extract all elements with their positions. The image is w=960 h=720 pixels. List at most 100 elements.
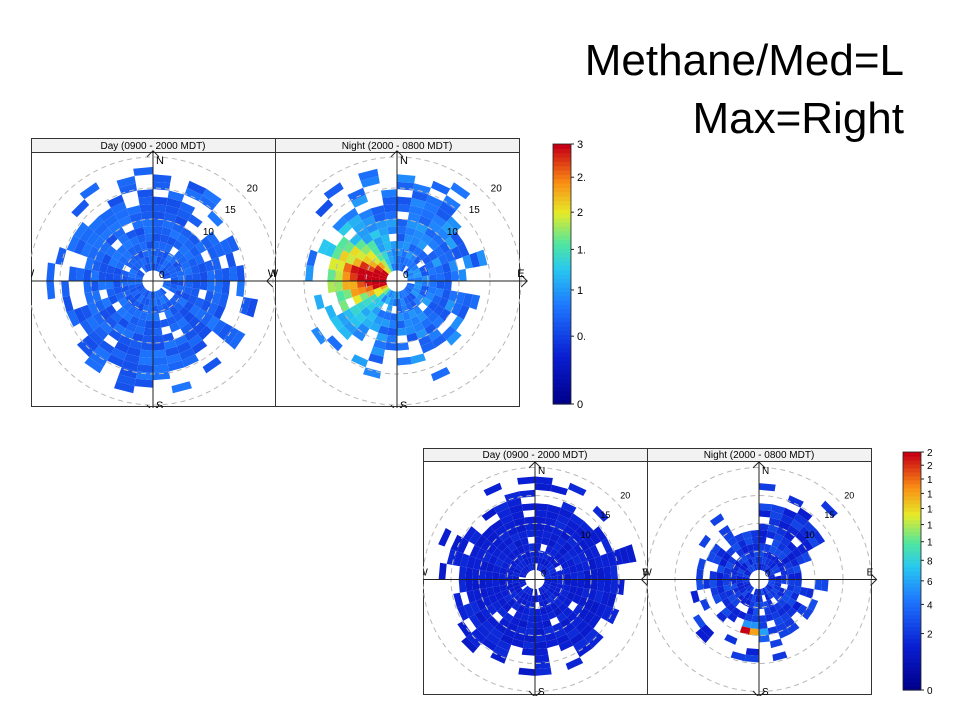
polar-cell [338,249,350,263]
colorbar-swatch [903,555,921,560]
polar-cell [400,297,406,306]
compass-label-n: N [156,155,164,167]
polar-cell [136,294,144,303]
panel-title: Day (0900 - 2000 MDT) [482,450,587,461]
polar-cell [569,632,585,646]
polar-cell [476,249,488,267]
polar-cell [721,597,732,608]
polar-cell [563,622,576,634]
polar-cell [744,599,752,608]
polar-cell [380,284,388,290]
polar-cell [450,315,464,331]
polar-cell [802,551,812,563]
polar-cell [450,534,464,552]
polar-cell [141,265,148,273]
polar-cell [153,371,171,381]
polar-cell [187,294,198,305]
polar-cell [506,526,518,537]
polar-cell [431,214,447,228]
polar-cell [529,588,534,596]
polar-cell [485,632,501,646]
polar-cell [373,212,387,223]
polar-cell [535,634,546,643]
polar-cell [79,226,94,243]
arrow-s [752,690,766,696]
polar-cell [610,579,618,594]
polar-cell [543,559,550,568]
polar-cell [453,551,464,567]
polar-cell [136,259,144,268]
polar-cell [153,327,163,336]
polar-cell [129,236,140,247]
polar-cell [541,567,548,574]
polar-cell [62,295,74,313]
polar-cell [802,539,814,552]
polar-cell [540,607,548,616]
polar-cell [194,253,205,265]
colorbar-swatch [903,547,921,552]
polar-cell [379,281,387,285]
polar-cell [788,579,796,586]
polar-cell [213,304,226,320]
polar-cell [89,351,108,367]
polar-cell [313,294,325,310]
polar-cell [345,253,356,265]
polar-cell [610,565,618,580]
polar-cell [453,592,464,608]
polar-cell [418,289,428,298]
polar-cell [354,238,367,251]
colorbar-swatch [903,539,921,544]
title-line-1: Methane/Med=L [584,36,904,85]
colorbar-swatch [903,626,921,632]
polar-cell [767,571,775,577]
polar-cell [554,520,567,531]
polar-cell [424,323,438,335]
polar-cell [370,346,385,357]
polar-cell [436,272,445,281]
polar-cell [135,282,144,288]
polar-cell [153,174,172,184]
polar-cell [543,571,551,577]
polar-cell [165,205,180,216]
arrow-w [266,274,274,288]
polar-cell [486,562,495,572]
polar-cell [118,255,128,265]
polar-cell [218,293,229,308]
polar-cell [552,526,564,537]
polar-cell [485,579,493,589]
polar-cell [343,308,355,322]
polar-cell [356,281,365,288]
polar-cell [90,281,99,292]
polar-cell [135,277,143,281]
polar-cell [476,624,491,638]
polar-cell [474,534,487,548]
polar-cell [397,218,408,227]
colorbar-swatch [553,226,571,232]
polar-cell [759,509,772,518]
polar-cell [156,297,162,306]
polar-cell [531,556,535,564]
polar-cell [759,595,763,603]
polar-cell [511,510,525,521]
polar-cell [718,591,728,601]
polar-cell [380,272,388,278]
polar-cell [405,302,414,312]
colorbar-swatch [903,491,921,497]
polar-cell [486,587,495,597]
panel-night: Night (2000 - 0800 MDT) N E S W 0 10 15 20 [266,138,528,408]
polar-cell [542,530,552,540]
polar-cell [587,589,597,601]
polar-cell [773,532,784,543]
polar-cell [221,267,231,281]
polar-cell [144,264,150,272]
polar-cell [169,297,179,307]
polar-cell [92,236,106,250]
polar-cell [406,282,415,288]
polar-cell [75,267,85,281]
polar-cell [347,214,363,228]
polar-cell [524,634,535,643]
polar-cell [373,236,384,247]
polar-cell [103,214,119,228]
polar-cell [424,227,438,239]
polar-cell [572,594,582,605]
